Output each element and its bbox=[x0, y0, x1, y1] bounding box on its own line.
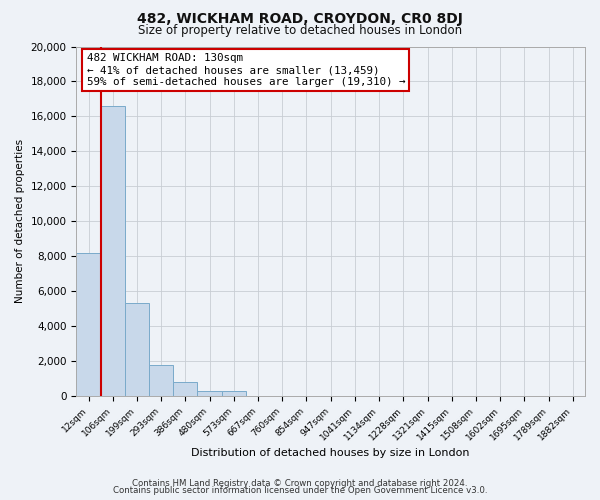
Bar bbox=[222, 391, 246, 396]
Y-axis label: Number of detached properties: Number of detached properties bbox=[15, 139, 25, 304]
Bar bbox=[76, 252, 101, 396]
Bar bbox=[149, 364, 173, 396]
Text: Contains HM Land Registry data © Crown copyright and database right 2024.: Contains HM Land Registry data © Crown c… bbox=[132, 478, 468, 488]
Text: Contains public sector information licensed under the Open Government Licence v3: Contains public sector information licen… bbox=[113, 486, 487, 495]
Text: Size of property relative to detached houses in London: Size of property relative to detached ho… bbox=[138, 24, 462, 37]
X-axis label: Distribution of detached houses by size in London: Distribution of detached houses by size … bbox=[191, 448, 470, 458]
Text: 482 WICKHAM ROAD: 130sqm
← 41% of detached houses are smaller (13,459)
59% of se: 482 WICKHAM ROAD: 130sqm ← 41% of detach… bbox=[86, 54, 405, 86]
Bar bbox=[197, 391, 222, 396]
Bar bbox=[125, 304, 149, 396]
Text: 482, WICKHAM ROAD, CROYDON, CR0 8DJ: 482, WICKHAM ROAD, CROYDON, CR0 8DJ bbox=[137, 12, 463, 26]
Bar bbox=[101, 106, 125, 396]
Bar bbox=[173, 382, 197, 396]
